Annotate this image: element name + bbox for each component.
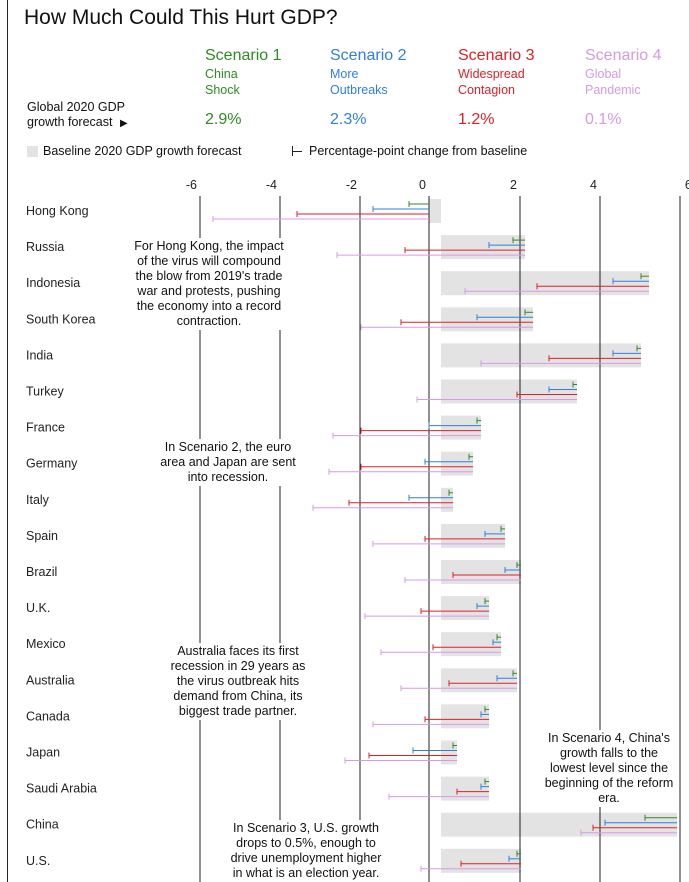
x-tick-label-4: 0: [419, 178, 426, 192]
forecast-arrow-icon: ▶: [119, 118, 128, 129]
scenario-2-header: Scenario 2 More Outbreaks: [330, 46, 407, 98]
scenario-3-forecast: 1.2%: [458, 111, 495, 128]
row-label-14: Australia: [26, 673, 75, 687]
left-frame-line: [7, 0, 8, 882]
x-tick-label-6: 4: [590, 178, 597, 192]
change-marker-icon: [291, 146, 303, 156]
scenario-4-desc-1: Global: [585, 67, 622, 81]
row-label-19: U.S.: [26, 854, 50, 868]
row-label-9: Italy: [26, 493, 50, 507]
scenario-3-header: Scenario 3 Widespread Contagion: [458, 46, 535, 98]
legend-baseline: Baseline 2020 GDP growth forecast: [27, 144, 242, 158]
scenario-4-desc-2: Pandemic: [585, 83, 641, 97]
forecast-label-line-2: growth forecast: [27, 115, 113, 129]
scenario-4-name: Scenario 4: [585, 47, 662, 64]
scenario-2-forecast: 2.3%: [330, 111, 367, 128]
row-label-4: South Korea: [26, 312, 96, 326]
forecast-label-line-1: Global 2020 GDP: [27, 100, 125, 114]
row-label-5: India: [26, 348, 53, 362]
row-label-13: Mexico: [26, 637, 66, 651]
x-tick-label-3: -2: [346, 178, 357, 192]
scenario-1-header: Scenario 1 China Shock: [205, 46, 282, 98]
legend-baseline-label: Baseline 2020 GDP growth forecast: [43, 144, 242, 158]
row-label-2: Russia: [26, 240, 64, 254]
annotation-scenario-4: In Scenario 4, China's growth falls to t…: [541, 730, 677, 807]
scenario-2-desc-2: Outbreaks: [330, 83, 388, 97]
annotation-scenario-2: In Scenario 2, the euro area and Japan a…: [152, 439, 304, 486]
row-label-7: France: [26, 421, 65, 435]
forecast-label: Global 2020 GDP growth forecast ▶: [27, 100, 128, 131]
scenario-2-name: Scenario 2: [330, 47, 407, 64]
scenario-1-desc-2: Shock: [205, 83, 240, 97]
baseline-bar-9: [441, 487, 453, 512]
row-label-17: Saudi Arabia: [26, 782, 97, 796]
scenario-4-header: Scenario 4 Global Pandemic: [585, 46, 662, 98]
x-tick-label-2: -4: [266, 178, 277, 192]
row-label-16: Japan: [26, 746, 60, 760]
scenario-1-forecast: 2.9%: [205, 111, 242, 128]
row-label-15: Canada: [26, 709, 70, 723]
scenario-3-desc-2: Contagion: [458, 83, 515, 97]
row-label-3: Indonesia: [26, 276, 80, 290]
row-label-10: Spain: [26, 529, 58, 543]
row-label-6: Turkey: [26, 385, 64, 399]
row-label-18: China: [26, 818, 59, 832]
row-label-11: Brazil: [26, 565, 57, 579]
row-label-1: Hong Kong: [26, 204, 89, 218]
annotation-australia: Australia faces its first recession in 2…: [164, 643, 312, 720]
legend-change: Percentage-point change from baseline: [291, 144, 527, 158]
scenario-4-forecast: 0.1%: [585, 111, 622, 128]
x-tick-label-5: 2: [510, 178, 517, 192]
x-tick-label-1: -6: [186, 178, 197, 192]
baseline-swatch: [27, 145, 38, 157]
x-tick-label-7: 6%: [685, 178, 689, 192]
annotation-hong-kong: For Hong Kong, the impact of the virus w…: [128, 238, 290, 330]
scenario-1-name: Scenario 1: [205, 47, 282, 64]
scenario-3-desc-1: Widespread: [458, 67, 525, 81]
legend-change-label: Percentage-point change from baseline: [309, 144, 528, 158]
baseline-bar-1: [429, 199, 441, 223]
chart-title: How Much Could This Hurt GDP?: [24, 6, 338, 29]
row-label-8: Germany: [26, 457, 78, 471]
scenario-2-desc-1: More: [330, 67, 359, 81]
scenario-1-desc-1: China: [205, 67, 238, 81]
scenario-3-name: Scenario 3: [458, 47, 535, 64]
row-label-12: U.K.: [26, 601, 50, 615]
annotation-scenario-3: In Scenario 3, U.S. growth drops to 0.5%…: [226, 820, 386, 882]
